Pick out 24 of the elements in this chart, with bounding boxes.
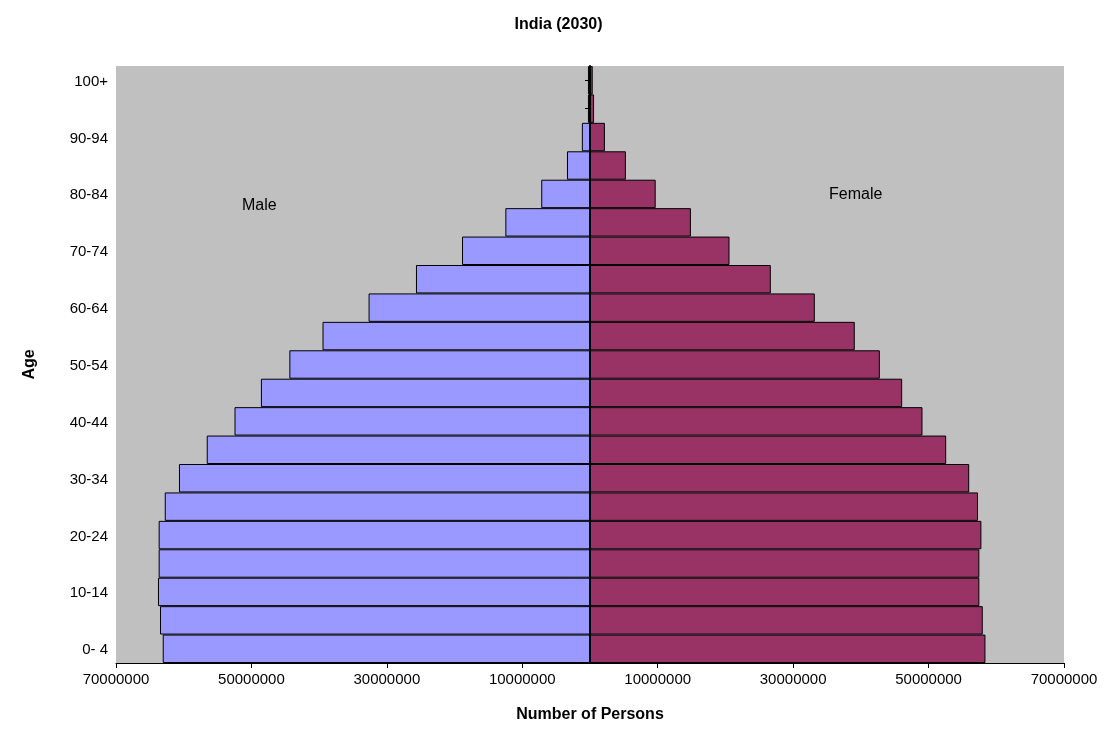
y-tick-label: 40-44 [69,412,108,430]
y-tick-label: 90-94 [69,128,108,146]
y-tick-label: 20-24 [69,526,108,544]
x-tick-label: 50000000 [895,670,962,687]
x-tick-label: 30000000 [759,670,827,687]
y-tick-label: 30-34 [69,469,108,487]
y-tick-label: 70-74 [69,242,108,260]
y-tick-label: 100+ [74,71,109,89]
y-tick-label: 50-54 [69,356,108,373]
x-tick-label: 10000000 [624,670,692,687]
x-tick-label: 50000000 [218,670,285,687]
annotation: Male [242,195,277,213]
y-axis-title: Age [19,349,37,380]
chart-title: India (2030) [514,14,603,32]
y-tick-label: 10-14 [69,583,108,601]
y-tick-label: 80-84 [69,185,108,203]
y-tick-label: 60-64 [69,299,108,317]
y-tick-label: 0- 4 [82,640,108,658]
x-tick-label: 30000000 [353,670,421,687]
x-tick-label: 70000000 [1030,670,1098,687]
x-tick-label: 70000000 [82,670,150,687]
x-tick-label: 10000000 [488,670,556,687]
annotation: Female [829,184,883,202]
x-axis-title: Number of Persons [516,704,664,722]
